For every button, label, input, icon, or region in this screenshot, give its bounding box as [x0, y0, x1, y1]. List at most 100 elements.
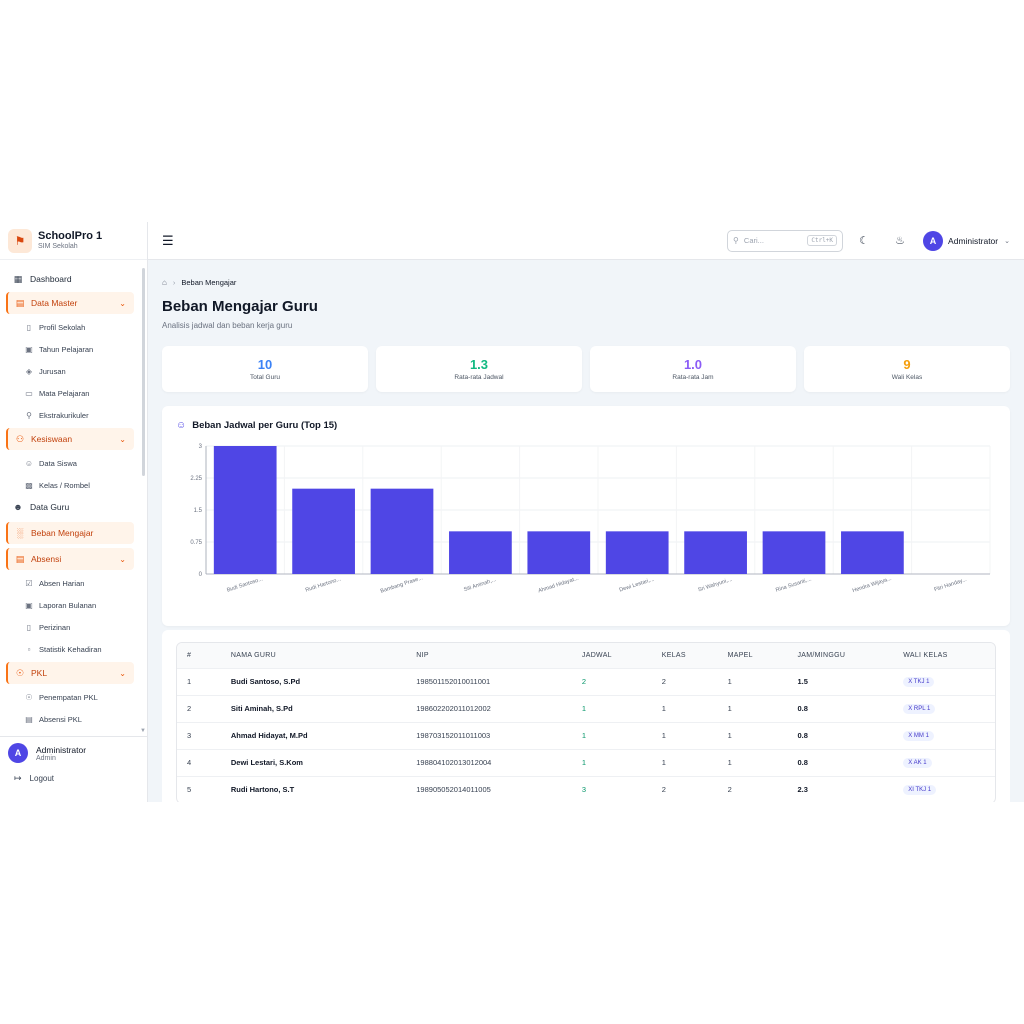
main-area: ☰ ⚲ Cari... Ctrl+K ☾ ♨ A Administrator ⌄…	[148, 222, 1024, 802]
dark-mode-icon[interactable]: ☾	[859, 235, 869, 247]
wali-kelas-badge: X TKJ 1	[903, 677, 935, 687]
sidebar-item-label: Perizinan	[39, 622, 71, 632]
stat-label: Rata-rata Jam	[672, 374, 714, 381]
sidebar-item-label: Kelas / Rombel	[39, 480, 90, 490]
bar-chart-icon: ░	[16, 528, 24, 538]
stat-label: Rata-rata Jadwal	[454, 374, 504, 381]
layers-icon: ◈	[25, 366, 33, 376]
search-input[interactable]: ⚲ Cari... Ctrl+K	[727, 229, 844, 252]
bar	[605, 531, 669, 574]
wali-kelas-badge: XI TKJ 1	[903, 785, 937, 796]
stat-card: 10 Total Guru	[162, 346, 368, 392]
sidebar-item-beban-mengajar[interactable]: ░ Beban Mengajar	[6, 522, 134, 544]
table-row[interactable]: 4 Dewi Lestari, S.Kom 198804102013012004 1 1…	[177, 748, 995, 776]
sidebar-item-label: Mata Pelajaran	[39, 388, 90, 398]
sidebar-item-label: Data Siswa	[39, 458, 77, 468]
table-row[interactable]: 5 Rudi Hartono, S.T 198905052014011005 3 2 2 2…	[177, 775, 995, 802]
sidebar-item-mata-pelajaran[interactable]: ▭ Mata Pelajaran	[0, 382, 140, 404]
sidebar-item-profil-sekolah[interactable]: ▯ Profil Sekolah	[0, 316, 140, 338]
search-icon: ⚲	[733, 236, 739, 245]
sidebar-item-kelas-rombel[interactable]: ▩ Kelas / Rombel	[0, 474, 140, 496]
sidebar-item-absensi[interactable]: ▤ Absensi ⌄	[6, 548, 134, 570]
table-cell: 2	[651, 775, 718, 802]
table-cell: 0.8	[787, 748, 894, 776]
table-wrapper: # NAMA GURU NIP JADWAL KELAS MAPEL JAM/MINGGU W…	[176, 642, 996, 802]
chart-title-text: Beban Jadwal per Guru (Top 15)	[192, 420, 338, 431]
stat-value: 9	[903, 357, 911, 372]
bar	[684, 531, 747, 574]
chevron-down-icon: ⌄	[1004, 237, 1010, 245]
x-tick-label: Hendra Wijaya...	[852, 576, 893, 594]
sidebar-item-absensi-pkl[interactable]: ▤ Absensi PKL	[0, 708, 140, 730]
x-tick-label: Rina Susanti,...	[775, 576, 813, 593]
table-cell: X MM 1	[893, 721, 995, 749]
scroll-down-icon[interactable]: ▼	[140, 728, 146, 734]
logout-icon: ↦	[14, 773, 22, 783]
chevron-down-icon: ⌄	[119, 298, 126, 308]
user-menu[interactable]: A Administrator ⌄	[923, 230, 1010, 251]
table-row[interactable]: 3 Ahmad Hidayat, M.Pd 198703152011011003 1 1…	[177, 721, 995, 749]
table-row[interactable]: 2 Siti Aminah, S.Pd 198602202011012002 1 1 1 0…	[177, 694, 995, 722]
table-cell: 2	[571, 667, 652, 695]
table-cell: X TKJ 1	[893, 667, 995, 695]
brand[interactable]: ⚑ SchoolPro 1 SIM Sekolah	[0, 222, 147, 260]
sidebar-item-tahun-pelajaran[interactable]: ▣ Tahun Pelajaran	[0, 338, 140, 360]
avatar: A	[8, 743, 28, 763]
sidebar-item-ekstrakurikuler[interactable]: ⚲ Ekstrakurikuler	[0, 404, 140, 426]
stat-label: Total Guru	[250, 374, 280, 381]
sidebar-item-label: Kesiswaan	[31, 434, 73, 444]
search-shortcut: Ctrl+K	[807, 235, 838, 246]
sidebar-item-data-siswa[interactable]: ☺ Data Siswa	[0, 452, 140, 474]
logout-button[interactable]: ↦ Logout	[0, 773, 147, 784]
user-profile[interactable]: A Administrator Admin	[0, 737, 147, 769]
table-cell: 4	[177, 748, 221, 776]
table-cell: 1	[651, 694, 718, 722]
table-cell: 2	[177, 694, 221, 722]
database-icon: ▤	[15, 297, 25, 308]
table-cell: 1	[717, 667, 788, 695]
user-role: Admin	[36, 754, 56, 762]
x-tick-label: Ahmad Hidayat...	[538, 576, 580, 595]
sidebar-item-laporan-bulanan[interactable]: ▣ Laporan Bulanan	[0, 594, 140, 616]
table-cell: 3	[571, 775, 652, 802]
column-header: NIP	[416, 651, 429, 659]
table-cell: 1	[651, 721, 718, 749]
school-logo-icon: ⚑	[8, 228, 32, 253]
home-icon[interactable]: ⌂	[162, 278, 167, 287]
breadcrumb-current: Beban Mengajar	[181, 278, 237, 287]
teacher-icon: ☻	[13, 502, 23, 512]
column-header: JADWAL	[581, 651, 612, 659]
chevron-down-icon: ⌄	[119, 668, 126, 678]
sidebar-item-jurusan[interactable]: ◈ Jurusan	[0, 360, 140, 382]
sidebar-item-label: Absen Harian	[39, 578, 85, 588]
sidebar-item-label: Absensi	[31, 554, 62, 564]
notification-bell-icon[interactable]: ♨	[895, 235, 905, 247]
sidebar-item-data-master[interactable]: ▤ Data Master ⌄	[6, 292, 134, 314]
sidebar-item-statistik-kehadiran[interactable]: ▫ Statistik Kehadiran	[0, 638, 140, 660]
bar	[762, 531, 826, 574]
table-cell: 2	[651, 667, 718, 695]
sidebar-scrollbar[interactable]	[142, 268, 145, 476]
table-cell: 1	[717, 721, 788, 749]
table-cell: 0.8	[787, 694, 894, 722]
brand-subtitle: SIM Sekolah	[38, 243, 78, 250]
sidebar-item-pkl[interactable]: ☉ PKL ⌄	[6, 662, 134, 684]
bar	[841, 531, 904, 574]
table-cell: 1	[571, 721, 652, 749]
sidebar-item-penempatan-pkl[interactable]: ☉ Penempatan PKL	[0, 686, 140, 708]
table-cell: Budi Santoso, S.Pd	[220, 667, 407, 695]
stats-row: 10 Total Guru 1.3 Rata-rata Jadwal 1.0 Rata-r…	[162, 346, 1010, 392]
stat-value: 10	[257, 357, 273, 372]
chevron-down-icon: ⌄	[119, 554, 126, 564]
sidebar-nav: ▦ Dashboard ▤ Data Master ⌄ ▯ Profil Sekolah ▣ T…	[0, 268, 140, 732]
dashboard-icon: ▦	[13, 273, 23, 284]
table-cell: 1.5	[787, 667, 894, 695]
calendar-icon: ▣	[25, 600, 33, 610]
table-row[interactable]: 1 Budi Santoso, S.Pd 198501152010011001 2 2 1…	[177, 667, 995, 695]
sidebar-item-absen-harian[interactable]: ☑ Absen Harian	[0, 572, 140, 594]
sidebar-item-dashboard[interactable]: ▦ Dashboard	[0, 268, 140, 290]
menu-toggle-icon[interactable]: ☰	[162, 232, 174, 248]
sidebar-item-data-guru[interactable]: ☻ Data Guru	[0, 496, 140, 518]
sidebar-item-perizinan[interactable]: ▯ Perizinan	[0, 616, 140, 638]
sidebar-item-kesiswaan[interactable]: ⚇ Kesiswaan ⌄	[6, 428, 134, 450]
